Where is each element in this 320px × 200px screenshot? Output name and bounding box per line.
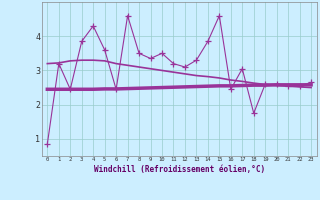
X-axis label: Windchill (Refroidissement éolien,°C): Windchill (Refroidissement éolien,°C) [94,165,265,174]
